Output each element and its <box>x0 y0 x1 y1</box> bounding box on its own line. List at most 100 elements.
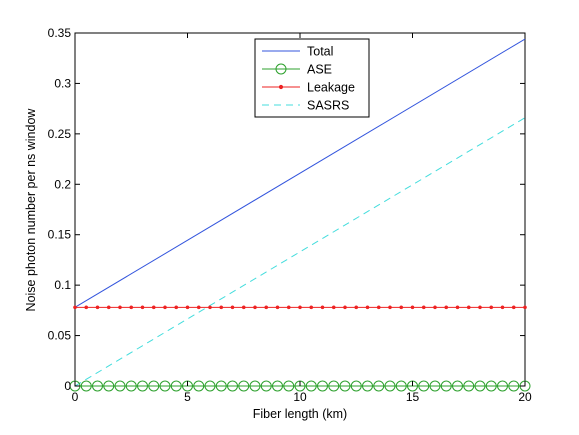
data-point-ase <box>193 380 205 392</box>
data-point-ase <box>395 380 407 392</box>
legend-entry-total: Total <box>262 45 333 59</box>
data-point-leakage <box>320 305 325 310</box>
legend-label-total: Total <box>307 45 333 59</box>
legend-marker-leakage <box>278 84 284 90</box>
data-point-ase <box>485 380 497 392</box>
data-point-leakage <box>298 305 302 310</box>
data-point-leakage <box>421 305 426 310</box>
data-point-leakage <box>275 305 280 310</box>
data-point-ase <box>373 380 385 392</box>
data-point-leakage <box>523 305 527 310</box>
data-point-leakage <box>455 305 460 310</box>
legend-box <box>254 38 370 118</box>
data-point-ase <box>272 380 283 392</box>
data-point-ase <box>170 380 182 392</box>
legend-label-leakage: Leakage <box>307 81 355 95</box>
data-point-ase <box>350 380 362 392</box>
data-point-ase <box>260 380 272 392</box>
data-point-leakage <box>196 305 201 310</box>
data-point-leakage <box>241 305 246 310</box>
data-point-leakage <box>309 305 314 310</box>
data-point-ase <box>497 380 508 392</box>
series-line-total <box>74 38 526 308</box>
series-line-sasrs <box>74 117 526 387</box>
ticks-layer: 0 5 10 15 20 0 0.05 0.1 0.15 0.2 0.25 0.3 0.35 <box>48 26 532 404</box>
data-point-leakage <box>511 305 516 310</box>
legend-label-ase: ASE <box>307 63 332 77</box>
series-ase <box>69 380 531 392</box>
y-tick-label: 0.3 <box>54 76 71 90</box>
y-tick-label: 0 <box>64 379 71 393</box>
data-point-ase <box>137 380 148 392</box>
data-point-ase <box>339 380 351 392</box>
data-point-ase <box>508 380 520 392</box>
data-point-leakage <box>174 305 179 310</box>
data-point-leakage <box>219 305 224 310</box>
data-point-leakage <box>129 305 134 310</box>
data-point-leakage <box>73 305 77 310</box>
data-point-ase <box>362 380 373 392</box>
data-point-leakage <box>106 305 111 310</box>
data-point-leakage <box>343 305 347 310</box>
data-point-ase <box>474 380 486 392</box>
data-point-ase <box>440 380 452 392</box>
data-point-leakage <box>84 305 89 310</box>
data-point-ase <box>92 380 103 392</box>
data-point-ase <box>328 380 340 392</box>
data-point-ase <box>418 380 430 392</box>
data-point-ase <box>305 380 317 392</box>
y-tick-label: 0.35 <box>48 26 72 40</box>
y-tick-label: 0.15 <box>48 228 72 242</box>
x-tick-label: 0 <box>72 390 79 404</box>
legend-entry-sasrs: SASRS <box>262 99 349 113</box>
series-leakage <box>73 305 527 310</box>
data-point-ase <box>452 380 463 392</box>
data-point-leakage <box>478 305 482 310</box>
data-point-ase <box>238 380 250 392</box>
data-point-leakage <box>466 305 471 310</box>
data-point-leakage <box>253 305 257 310</box>
data-point-ase <box>80 380 92 392</box>
series-sasrs <box>74 117 526 387</box>
series-total <box>74 38 526 308</box>
data-point-leakage <box>376 305 381 310</box>
data-point-leakage <box>433 305 437 310</box>
y-tick-label: 0.2 <box>54 177 71 191</box>
data-point-ase <box>125 380 137 392</box>
data-point-leakage <box>230 305 235 310</box>
legend-entry-leakage: Leakage <box>262 81 355 95</box>
data-point-ase <box>249 380 261 392</box>
data-point-leakage <box>354 305 359 310</box>
data-point-leakage <box>264 305 269 310</box>
data-point-leakage <box>286 305 291 310</box>
data-point-ase <box>114 380 126 392</box>
data-point-ase <box>463 380 475 392</box>
legend-label-sasrs: SASRS <box>307 99 349 113</box>
data-point-ase <box>215 380 227 392</box>
data-point-leakage <box>444 305 449 310</box>
data-point-ase <box>148 380 160 392</box>
data-point-ase <box>204 380 216 392</box>
data-point-leakage <box>95 305 100 310</box>
data-point-leakage <box>208 305 212 310</box>
data-point-leakage <box>500 305 505 310</box>
legend: Total ASE Leakage SASRS <box>254 38 370 118</box>
y-tick-label: 0.05 <box>48 329 72 343</box>
x-axis-label: Fiber length (km) <box>253 407 347 421</box>
y-axis-label: Noise photon number per ns window <box>24 108 38 312</box>
data-point-leakage <box>365 305 370 310</box>
data-point-ase <box>384 380 396 392</box>
data-point-ase <box>283 380 295 392</box>
data-point-leakage <box>151 305 156 310</box>
data-point-ase <box>159 380 171 392</box>
data-point-leakage <box>410 305 415 310</box>
data-point-leakage <box>489 305 494 310</box>
x-tick-label: 20 <box>518 390 532 404</box>
legend-entry-ase: ASE <box>262 63 332 77</box>
x-tick-label: 5 <box>184 390 191 404</box>
legend-marker-ase <box>275 63 287 75</box>
data-point-leakage <box>163 305 167 310</box>
data-point-leakage <box>399 305 404 310</box>
data-point-leakage <box>118 305 122 310</box>
